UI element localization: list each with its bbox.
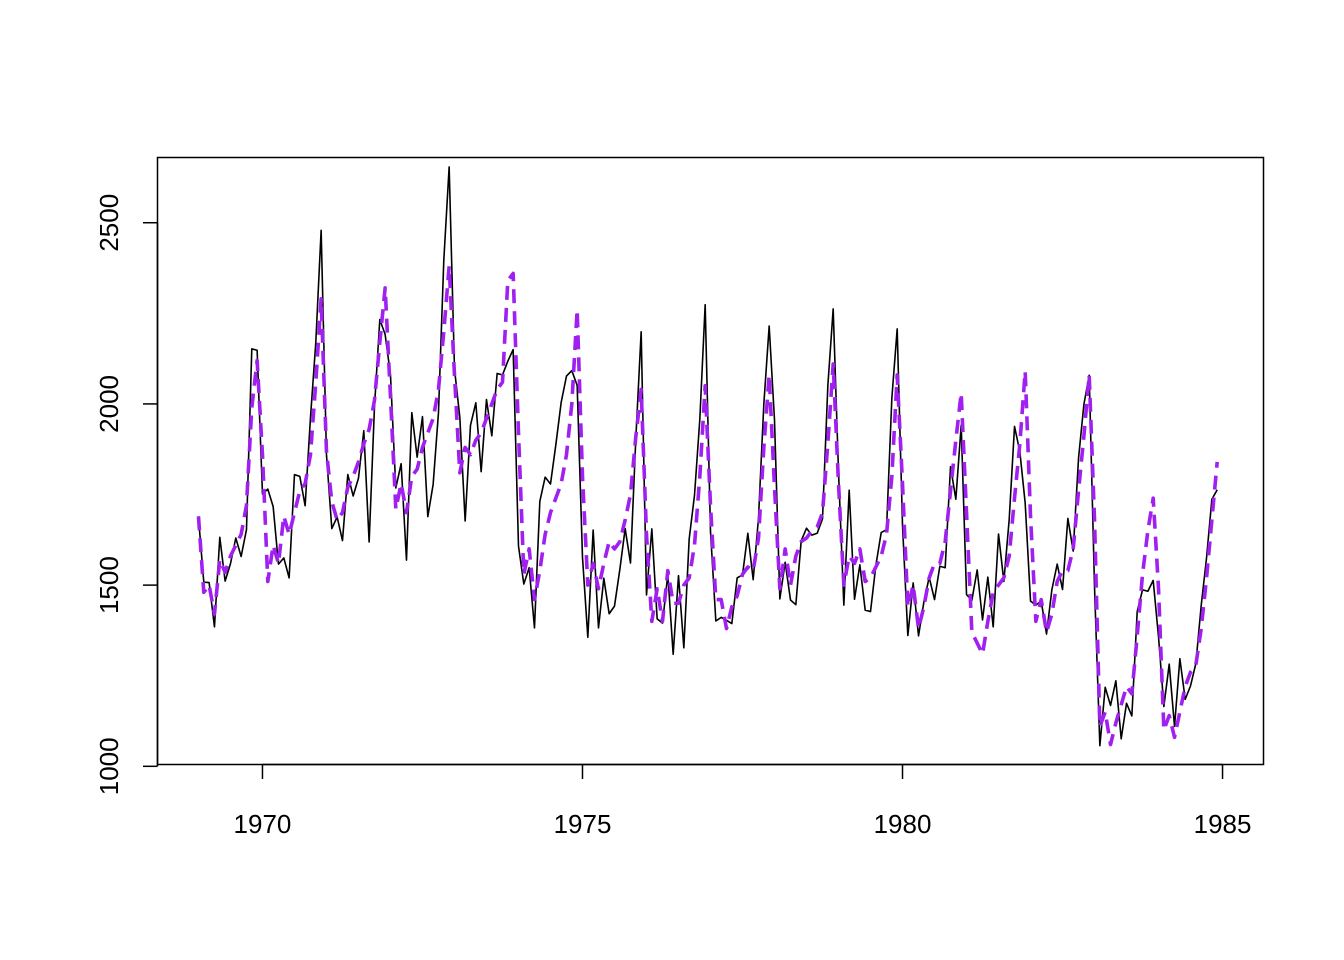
- x-tick-label: 1970: [234, 809, 292, 839]
- y-tick-label: 1500: [94, 556, 124, 614]
- x-axis: 1970 1975 1980 1985: [234, 763, 1252, 839]
- y-axis: 1000 1500 2000 2500: [94, 194, 159, 795]
- x-tick-label: 1980: [874, 809, 932, 839]
- fitted-series-line: [196, 264, 1219, 747]
- series-layer: [196, 166, 1219, 747]
- x-tick-label: 1985: [1194, 809, 1252, 839]
- y-tick-label: 2000: [94, 375, 124, 433]
- y-tick-label: 1000: [94, 737, 124, 795]
- y-tick-label: 2500: [94, 194, 124, 252]
- x-tick-label: 1975: [554, 809, 612, 839]
